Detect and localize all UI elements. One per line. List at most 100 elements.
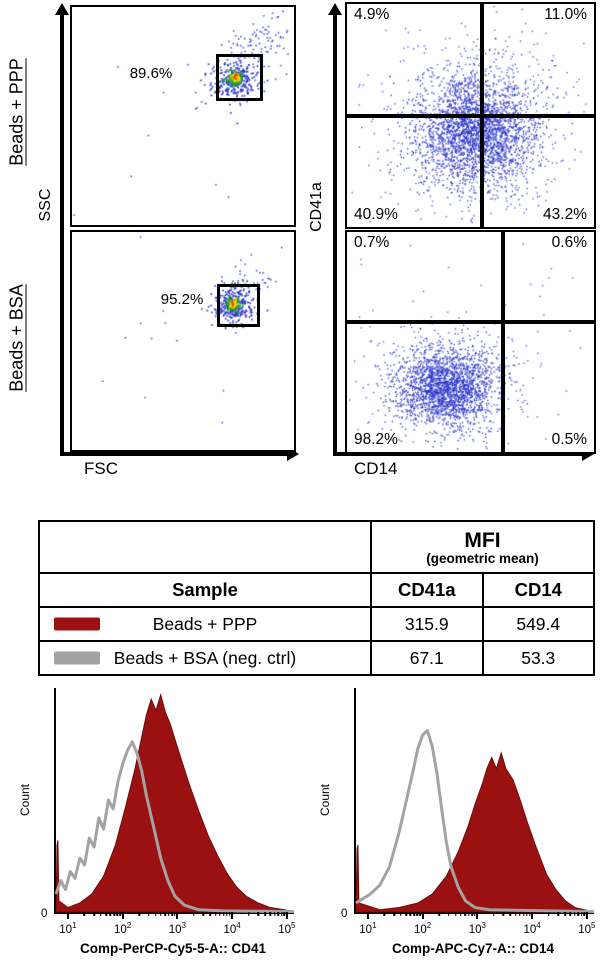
count-axis-label: Count [318,783,332,817]
x-axis-minor-tick [471,912,473,916]
table-row-mfi-header: MFI (geometric mean) [38,520,595,574]
x-axis-tick [66,912,69,919]
mfi-value-cd41a: 315.9 [370,606,484,642]
cd41a-axis-arrow [327,3,342,454]
x-axis-minor-tick [547,912,550,916]
x-axis-minor-tick [257,912,259,916]
x-axis-minor-tick [577,912,580,916]
x-tick-label: 103 [168,921,186,936]
x-axis-minor-tick [438,912,440,916]
row-label-beads-ppp: Beads + PPP [6,58,27,166]
x-axis-minor-tick [564,912,566,916]
x-axis-minor-tick [393,912,395,916]
mfi-header-cell: MFI (geometric mean) [370,520,595,574]
x-axis-tick [531,912,534,919]
x-axis-minor-tick [138,912,140,916]
x-axis-tick [121,912,124,919]
x-axis-minor-tick [468,912,470,916]
mfi-value-cd41a: 67.1 [370,640,484,676]
x-axis-minor-tick [264,912,266,916]
column-header-cd14: CD14 [481,572,595,608]
bsa-color-swatch [54,651,100,665]
x-axis-minor-tick [413,912,415,916]
x-axis-minor-tick [119,912,121,916]
x-axis-minor-tick [273,912,276,916]
quadrant-percent-upper-left: 0.7% [354,234,390,251]
x-axis-minor-tick [580,912,583,916]
x-axis-minor-tick [109,912,112,916]
scatter-plot-fsc-ssc-bsa: 95.2% [70,230,296,452]
x-axis-tick [421,912,424,919]
gate-percent: 95.2% [160,290,204,308]
x-axis-minor-tick [277,912,280,916]
scatter-canvas [72,7,294,225]
x-axis-minor-tick [283,912,286,916]
x-axis-minor-tick [383,912,386,916]
x-axis-minor-tick [493,912,495,916]
quadrant-plot-ppp: 4.9% 11.0% 40.9% 43.2% [345,2,596,229]
x-axis-minor-tick [154,912,157,916]
x-axis-minor-tick [219,912,221,916]
quadrant-plot-bsa: 0.7% 0.6% 98.2% 0.5% [345,230,596,454]
x-axis-minor-tick [226,912,228,916]
x-axis-minor-tick [160,912,162,916]
empty-header-cell [38,520,372,574]
x-axis-minor-tick [557,912,559,916]
cd14-axis-label: CD14 [354,459,398,478]
sample-cell: Beads + PPP [38,606,372,642]
quadrant-percent-lower-left: 40.9% [354,206,398,223]
x-axis-minor-tick [502,912,505,916]
x-axis-minor-tick [405,912,407,916]
x-axis-minor-tick [164,912,166,916]
x-axis-minor-tick [209,912,212,916]
x-axis-minor-tick [409,912,412,916]
x-axis-tick [476,912,479,919]
x-axis-minor-tick [454,912,457,916]
gate-box [217,284,261,328]
x-axis-minor-tick [168,912,170,916]
x-axis-minor-tick [222,912,225,916]
x-axis-minor-tick [464,912,466,916]
x-axis-minor-tick [105,912,107,916]
scatter-canvas [72,232,294,450]
x-tick-label: 104 [223,921,241,936]
x-axis-minor-tick [419,912,421,916]
x-tick-label: 105 [578,921,596,936]
sample-name: Beads + PPP [152,613,258,634]
x-axis-minor-tick [174,912,176,916]
x-axis-tick [285,912,288,919]
histogram-plot-cd41: 0 101 102 103 104 105 [41,688,295,936]
scatter-canvas [347,232,594,452]
mfi-value-cd14: 549.4 [481,606,595,642]
x-axis-minor-tick [514,912,517,916]
x-axis-minor-tick [280,912,283,916]
x-tick-label: 101 [359,921,377,936]
x-axis-minor-tick [202,912,205,916]
sample-name: Beads + BSA (neg. ctrl) [113,647,297,668]
quadrant-percent-lower-right: 0.5% [551,431,587,448]
arrow-up-icon [327,3,342,15]
x-axis-minor-tick [519,912,521,916]
ssc-axis-label: SSC [37,188,54,222]
quadrant-percent-upper-left: 4.9% [354,6,390,23]
x-axis-minor-tick [526,912,528,916]
x-tick-label: 104 [523,921,541,936]
column-header-sample: Sample [38,572,372,608]
gate-percent: 89.6% [129,64,173,82]
x-axis-minor-tick [148,912,150,916]
x-axis-minor-tick [416,912,419,916]
x-tick-label: 103 [468,921,486,936]
x-axis-minor-tick [100,912,102,916]
fsc-axis-label: FSC [84,459,118,478]
row-label-beads-bsa: Beads + BSA [6,284,27,392]
x-axis-minor-tick [228,912,231,916]
x-axis-minor-tick [193,912,195,916]
x-tick-label: 102 [414,921,432,936]
x-axis-minor-tick [247,912,250,916]
x-tick-label: 105 [278,921,296,936]
x-tick-label: 101 [59,921,77,936]
quadrant-line-horizontal [347,113,594,118]
x-axis-minor-tick [400,912,402,916]
x-axis-tick [176,912,179,919]
